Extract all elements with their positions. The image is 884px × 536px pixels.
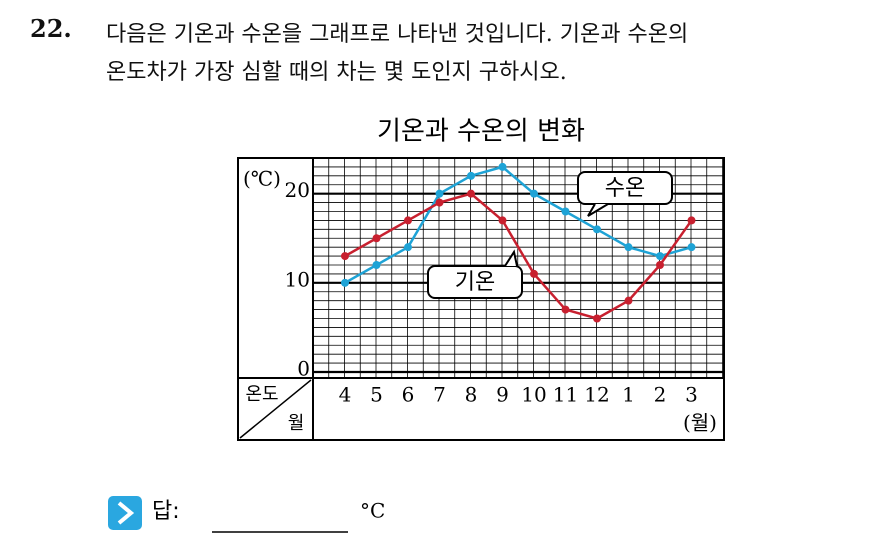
x-tick-label: 1 [622, 383, 635, 407]
data-point [372, 234, 381, 243]
legend-label: 기온 [455, 270, 495, 295]
answer-unit: °C [360, 499, 385, 523]
data-point [435, 198, 444, 207]
x-tick-label: 7 [433, 383, 446, 407]
data-point [561, 207, 570, 216]
x-tick-label: 11 [553, 383, 578, 407]
x-tick-label: 3 [685, 383, 698, 407]
series-line [344, 192, 693, 320]
answer-icon-arrow [117, 501, 135, 525]
data-point [593, 314, 601, 323]
x-tick-label: 6 [402, 383, 415, 407]
data-point [467, 189, 475, 198]
y-unit: (℃) [243, 167, 281, 191]
question-line: 다음은 기온과 수온을 그래프로 나타낸 것입니다. 기온과 수온의 [106, 22, 689, 47]
series-line [344, 165, 692, 284]
y-tick-label: 20 [285, 178, 310, 202]
question-number: 22. [30, 14, 72, 43]
data-point [561, 305, 570, 314]
data-point [498, 216, 507, 225]
data-point [404, 216, 412, 225]
x-unit: (월) [683, 411, 717, 435]
corner-label: 월 [288, 413, 305, 434]
x-tick-label: 12 [584, 383, 609, 407]
legend-label: 수온 [605, 176, 645, 201]
data-point [687, 243, 696, 252]
answer-label: 답: [152, 499, 180, 524]
data-point [435, 189, 444, 198]
x-tick-label: 8 [465, 383, 478, 407]
chart-title: 기온과 수온의 변화 [377, 117, 585, 147]
data-point [341, 278, 349, 287]
question-line: 온도차가 가장 심할 때의 차는 몇 도인지 구하시오. [106, 60, 567, 85]
corner-diagonal [239, 379, 312, 439]
y-tick-label: 10 [285, 267, 310, 291]
callout-box [577, 171, 673, 205]
x-tick-label: 4 [339, 383, 352, 407]
data-point [656, 252, 664, 261]
corner-label: 온도 [245, 384, 278, 405]
x-tick-label: 10 [521, 383, 546, 407]
callout-box [427, 265, 523, 299]
x-tick-label: 2 [654, 383, 667, 407]
data-point [467, 171, 475, 180]
x-tick-label: 5 [370, 383, 383, 407]
data-point [404, 243, 412, 252]
data-point [530, 269, 538, 278]
y-tick-label: 0 [297, 357, 310, 381]
data-point [624, 243, 633, 252]
callout-tip [587, 203, 609, 217]
data-point [498, 162, 507, 171]
data-point [593, 225, 601, 234]
answer-icon [108, 496, 142, 530]
data-point [687, 216, 696, 225]
data-point [341, 252, 349, 261]
callout-tip [504, 249, 518, 267]
data-point [372, 261, 381, 269]
data-point [624, 296, 633, 305]
data-point [656, 261, 664, 269]
chart-frame [237, 157, 725, 441]
data-point [530, 189, 538, 198]
x-tick-label: 9 [496, 383, 509, 407]
